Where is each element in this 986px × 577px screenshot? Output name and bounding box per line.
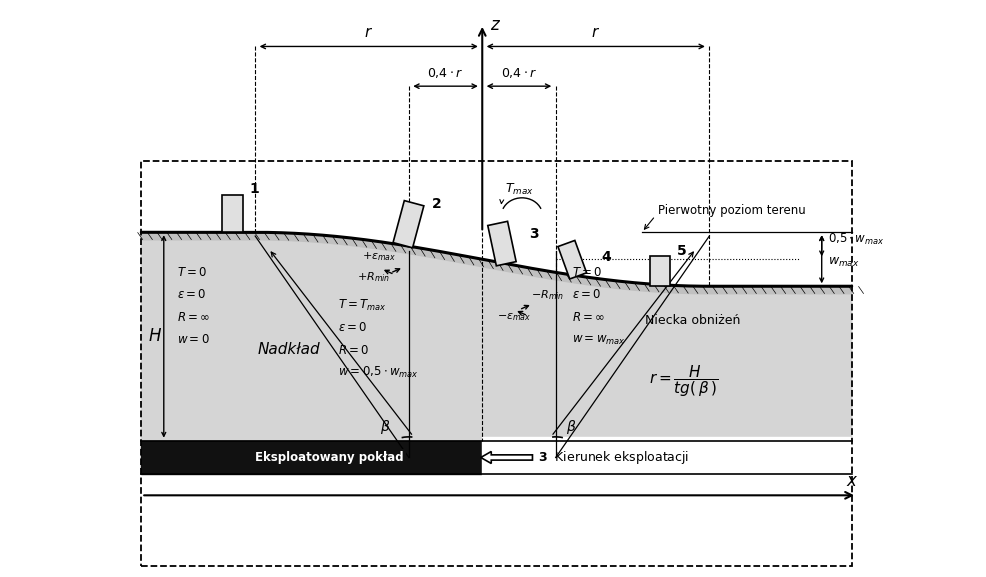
- Polygon shape: [222, 195, 243, 233]
- Text: $\mathbf{4}$: $\mathbf{4}$: [600, 250, 611, 264]
- Text: $\mathbf{3}$  Kierunek eksploatacji: $\mathbf{3}$ Kierunek eksploatacji: [538, 449, 689, 466]
- Text: $-R_{min}$: $-R_{min}$: [530, 288, 564, 302]
- Text: Eksploatowany pokład: Eksploatowany pokład: [255, 451, 403, 464]
- Text: $0{,}4 \cdot r$: $0{,}4 \cdot r$: [500, 66, 536, 80]
- Text: $w = w_{max}$: $w = w_{max}$: [572, 334, 625, 347]
- Polygon shape: [482, 437, 851, 478]
- Text: $r$: $r$: [591, 25, 599, 40]
- Text: $R = 0$: $R = 0$: [337, 344, 369, 357]
- Text: $w = 0{,}5 \cdot w_{max}$: $w = 0{,}5 \cdot w_{max}$: [337, 365, 418, 380]
- Text: $x$: $x$: [845, 471, 857, 489]
- Text: $R = \infty$: $R = \infty$: [572, 311, 604, 324]
- Text: $\mathbf{5}$: $\mathbf{5}$: [675, 243, 686, 258]
- Polygon shape: [487, 222, 516, 266]
- Polygon shape: [141, 441, 482, 474]
- Polygon shape: [141, 45, 851, 233]
- Text: $z$: $z$: [489, 16, 500, 34]
- Polygon shape: [557, 241, 586, 279]
- Text: $T = 0$: $T = 0$: [572, 266, 601, 279]
- Text: Nadkład: Nadkład: [257, 342, 319, 357]
- Text: $w = 0$: $w = 0$: [177, 333, 210, 346]
- Text: $+\varepsilon_{max}$: $+\varepsilon_{max}$: [362, 250, 396, 264]
- Text: Pierwotny poziom terenu: Pierwotny poziom terenu: [658, 204, 806, 218]
- Text: $0{,}5 \cdot w_{max}$: $0{,}5 \cdot w_{max}$: [827, 232, 883, 247]
- Polygon shape: [392, 201, 423, 248]
- Polygon shape: [141, 233, 851, 441]
- Text: $r$: $r$: [364, 25, 373, 40]
- Text: $\mathbf{2}$: $\mathbf{2}$: [431, 197, 442, 211]
- Polygon shape: [709, 233, 851, 286]
- Polygon shape: [649, 256, 669, 286]
- Text: $w_{max}$: $w_{max}$: [827, 256, 858, 269]
- Text: $T = T_{max}$: $T = T_{max}$: [337, 298, 387, 313]
- Text: $T_{max}$: $T_{max}$: [504, 182, 533, 197]
- Text: $\beta$: $\beta$: [380, 418, 390, 436]
- Text: $\varepsilon = 0$: $\varepsilon = 0$: [177, 288, 206, 301]
- Text: Niecka obniżeń: Niecka obniżeń: [644, 314, 740, 327]
- FancyArrow shape: [480, 451, 531, 463]
- Text: $+R_{min}$: $+R_{min}$: [357, 271, 389, 284]
- Text: $\varepsilon = 0$: $\varepsilon = 0$: [572, 288, 601, 301]
- Text: $H$: $H$: [148, 328, 162, 346]
- Text: $\mathbf{3}$: $\mathbf{3}$: [528, 227, 538, 241]
- Text: $\beta$: $\beta$: [566, 418, 576, 436]
- Text: $0{,}4 \cdot r$: $0{,}4 \cdot r$: [427, 66, 463, 80]
- Text: $R = \infty$: $R = \infty$: [177, 311, 210, 324]
- Text: $T = 0$: $T = 0$: [177, 266, 207, 279]
- Text: $-\varepsilon_{max}$: $-\varepsilon_{max}$: [497, 311, 531, 323]
- Text: $\varepsilon = 0$: $\varepsilon = 0$: [337, 321, 367, 334]
- Polygon shape: [141, 233, 851, 294]
- Text: $r = \dfrac{H}{tg(\,\beta\,)}$: $r = \dfrac{H}{tg(\,\beta\,)}$: [649, 363, 718, 399]
- Text: $\mathbf{1}$: $\mathbf{1}$: [248, 182, 259, 196]
